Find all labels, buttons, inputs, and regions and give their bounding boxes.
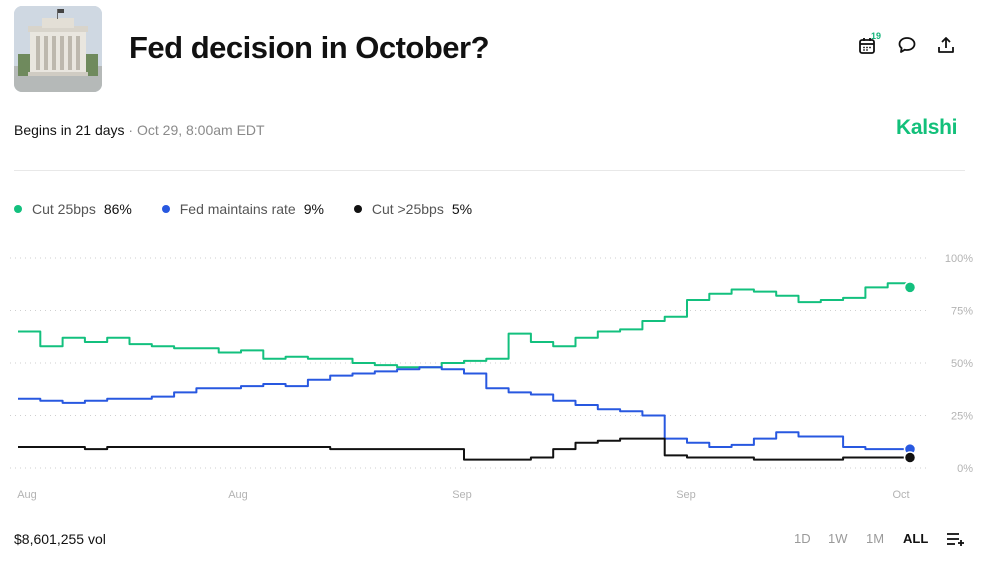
series-line-cut-25bps bbox=[18, 437, 910, 461]
series-endpoint-cut-25bps bbox=[903, 451, 917, 464]
volume-label: $8,601,255 vol bbox=[14, 531, 106, 547]
share-button[interactable] bbox=[935, 34, 961, 62]
legend-value: 9% bbox=[303, 201, 324, 217]
x-tick-label: Sep bbox=[452, 489, 472, 501]
market-date: Oct 29, 8:00am EDT bbox=[136, 122, 265, 138]
price-history-chart[interactable]: 100% 75% 50% 25% 0% Aug Aug Sep Sep Oct bbox=[0, 240, 989, 510]
chart-legend: Cut 25bps 86% Fed maintains rate 9% Cut … bbox=[14, 200, 498, 218]
legend-dot bbox=[14, 205, 22, 213]
legend-item-cut-over-25bps[interactable]: Cut >25bps 5% bbox=[353, 201, 473, 217]
divider bbox=[14, 170, 965, 171]
series-line-cut-25bps bbox=[18, 282, 911, 369]
kalshi-logo[interactable]: Kalshi bbox=[896, 116, 958, 139]
series-endpoint-cut-25bps bbox=[903, 281, 917, 294]
share-icon bbox=[938, 37, 954, 53]
range-button-1d[interactable]: 1D bbox=[794, 531, 811, 546]
x-tick-label: Sep bbox=[676, 489, 696, 501]
legend-label: Fed maintains rate bbox=[179, 201, 296, 217]
legend-label: Cut 25bps bbox=[32, 201, 96, 217]
begins-label: Begins in 21 days bbox=[14, 122, 125, 138]
federal-reserve-building-image bbox=[14, 6, 102, 92]
calendar-icon bbox=[859, 38, 875, 54]
legend-value: 5% bbox=[451, 201, 473, 217]
legend-dot bbox=[161, 205, 170, 213]
separator-dot: · bbox=[128, 122, 134, 138]
comment-button[interactable] bbox=[896, 34, 922, 62]
calendar-badge: 19 bbox=[871, 31, 882, 41]
legend-label: Cut >25bps bbox=[371, 201, 444, 217]
range-button-1w[interactable]: 1W bbox=[828, 531, 848, 546]
legend-value: 86% bbox=[103, 201, 132, 217]
y-tick-label: 75% bbox=[951, 306, 973, 318]
legend-dot bbox=[353, 205, 362, 213]
y-tick-label: 25% bbox=[951, 411, 973, 423]
legend-item-cut-25bps[interactable]: Cut 25bps 86% bbox=[14, 201, 132, 217]
list-filter-icon bbox=[947, 533, 964, 546]
x-tick-label: Aug bbox=[17, 489, 37, 501]
calendar-button[interactable]: 19 bbox=[856, 31, 882, 62]
comment-icon bbox=[898, 37, 916, 53]
range-button-1m[interactable]: 1M bbox=[866, 531, 885, 546]
y-tick-label: 0% bbox=[957, 463, 973, 475]
header-actions: 19 bbox=[856, 31, 966, 64]
market-thumbnail bbox=[14, 6, 102, 92]
chart-options-button[interactable] bbox=[946, 531, 966, 547]
x-tick-label: Aug bbox=[228, 489, 248, 501]
x-tick-label: Oct bbox=[892, 489, 909, 501]
market-schedule: Begins in 21 days · Oct 29, 8:00am EDT bbox=[14, 122, 265, 138]
y-tick-label: 100% bbox=[945, 253, 973, 265]
series-line-fed-maintains-rate bbox=[18, 366, 910, 451]
y-tick-label: 50% bbox=[951, 358, 973, 370]
legend-item-fed-maintains-rate[interactable]: Fed maintains rate 9% bbox=[161, 201, 324, 217]
page-title: Fed decision in October? bbox=[129, 30, 490, 65]
range-button-all[interactable]: ALL bbox=[903, 531, 929, 546]
